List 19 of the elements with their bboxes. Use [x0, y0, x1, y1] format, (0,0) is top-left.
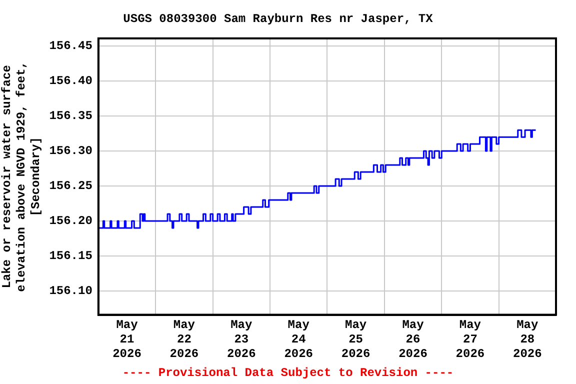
- y-tick-label: 156.15: [49, 249, 92, 264]
- y-tick-label: 156.25: [49, 179, 92, 194]
- x-tick-label: May 21 2026: [112, 318, 142, 361]
- y-tick-label: 156.35: [49, 109, 92, 124]
- y-tick-label: 156.30: [49, 144, 92, 158]
- y-tick-label: 156.40: [49, 74, 92, 88]
- x-tick-label: May 22 2026: [170, 318, 199, 361]
- y-axis-title: Lake or reservoir water surface elevation above NGVD 1929, feet, [Secondary]: [0, 61, 44, 292]
- y-tick-label: 156.45: [49, 39, 92, 54]
- chart-title: USGS 08039300 Sam Rayburn Res nr Jasper, TX: [123, 12, 434, 26]
- x-tick-label: May 24 2026: [284, 318, 314, 361]
- y-tick-label: 156.10: [49, 284, 92, 298]
- x-tick-label: May 26 2026: [398, 318, 428, 361]
- y-tick-label: 156.20: [49, 214, 92, 228]
- text: ---- Provisional Data Subject to Revision ----: [121, 366, 455, 380]
- x-tick-label: May 25 2026: [341, 318, 370, 361]
- x-tick-label: May 23 2026: [227, 318, 256, 361]
- x-tick-label: May 27 2026: [456, 318, 485, 361]
- x-tick-label: May 28 2026: [512, 318, 542, 361]
